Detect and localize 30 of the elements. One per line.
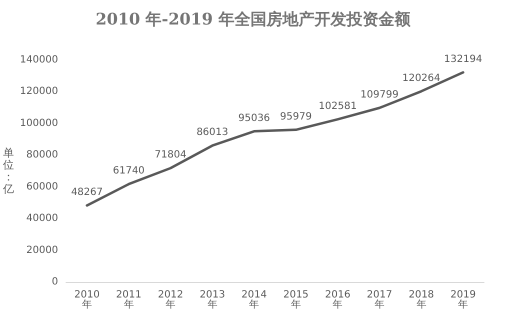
y-tick-label: 140000	[20, 54, 58, 66]
x-tick-label: 2012年	[158, 290, 184, 310]
data-label: 71804	[154, 150, 186, 161]
y-tick-label: 80000	[26, 150, 58, 161]
x-tick-label: 2013年	[200, 290, 226, 310]
data-label: 61740	[112, 166, 145, 177]
data-label: 102581	[318, 100, 357, 112]
x-tick-label: 2017年	[366, 290, 392, 310]
x-tick-label: 2018年	[408, 290, 434, 310]
data-label: 48267	[71, 186, 103, 198]
x-tick-label: 2014年	[241, 290, 267, 310]
y-tick-label: 60000	[26, 181, 58, 192]
y-tick-label: 40000	[26, 213, 58, 224]
data-label: 95036	[238, 112, 270, 124]
x-tick-label: 2011年	[116, 290, 142, 310]
x-tick-label: 2010年	[74, 290, 100, 310]
y-tick-label: 100000	[20, 118, 58, 129]
y-tick-label: 0	[52, 276, 58, 288]
data-label: 120264	[402, 72, 440, 84]
y-axis-title: 单位：亿	[2, 146, 14, 196]
data-label: 109799	[360, 89, 399, 100]
data-label: 132194	[444, 54, 482, 65]
data-label: 95979	[280, 111, 312, 122]
chart-title: 2010 年-2019 年全国房地产开发投资金额	[96, 10, 412, 28]
x-tick-label: 2016年	[325, 290, 350, 310]
x-tick-label: 2015年	[283, 290, 309, 310]
data-label: 86013	[196, 127, 228, 138]
y-tick-label: 20000	[26, 244, 58, 256]
y-tick-label: 120000	[20, 86, 58, 98]
x-tick-label: 2019年	[450, 290, 476, 310]
